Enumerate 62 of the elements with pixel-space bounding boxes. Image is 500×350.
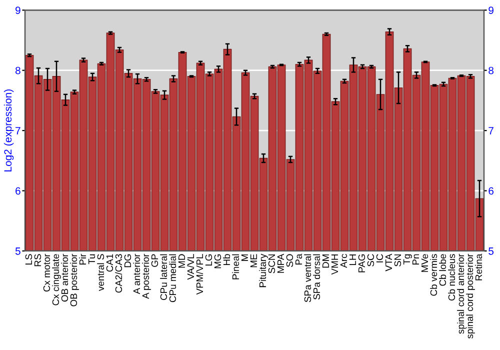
- x-tick-label: Tg: [403, 254, 412, 265]
- x-tick-label: M: [241, 254, 248, 261]
- x-tick-label: Cx cingulate: [52, 254, 61, 306]
- x-tick-label: LG: [205, 254, 212, 266]
- x-tick-label: Pineal: [232, 254, 240, 280]
- x-tick-label: VTA: [385, 254, 392, 272]
- y-tick-label: 6: [16, 187, 20, 195]
- x-tick-label: OB posterior: [70, 254, 79, 306]
- x-tick-label: CPu lateral: [160, 254, 168, 300]
- y-tick-label: 9: [16, 6, 20, 14]
- x-tick-label: Retina: [475, 254, 482, 280]
- x-tick-label: spinal cord posterior: [466, 254, 475, 338]
- y-tick-label: 8: [15, 66, 20, 74]
- x-tick-label: Cx motor: [43, 254, 50, 292]
- x-tick-label: CA2/CA3: [115, 254, 122, 293]
- x-tick-label: SPa ventral: [304, 254, 312, 302]
- x-tick-label: LS: [25, 254, 32, 265]
- x-tick-label: VPM/VPL: [196, 254, 204, 295]
- y-tick-label: 7: [16, 127, 20, 134]
- x-tick-label: CPu medial: [169, 254, 176, 302]
- x-tick-label: Pir: [79, 254, 86, 264]
- x-tick-label: Pituitary: [259, 254, 268, 288]
- x-tick-label: MVe: [421, 254, 428, 272]
- x-tick-label: Cb nucleus: [448, 254, 456, 300]
- x-tick-label: Pa: [295, 254, 302, 265]
- x-tick-label: spinal cord anterior: [457, 254, 466, 334]
- y2-tick-label: 8: [488, 66, 494, 74]
- x-tick-label: A posterior: [142, 254, 151, 299]
- x-tick-label: ventral S: [97, 254, 104, 291]
- y2-tick-label: 6: [488, 187, 494, 195]
- x-tick-label: GP: [151, 254, 158, 267]
- y2-tick-label: 9: [488, 6, 494, 14]
- x-tick-label: IC: [376, 254, 384, 262]
- x-tick-label: SPa dorsal: [313, 254, 320, 300]
- x-tick-label: A anterior: [133, 254, 140, 294]
- y-tick-label: 5: [15, 248, 20, 255]
- x-tick-label: MG: [214, 254, 222, 268]
- x-tick-label: DM: [322, 254, 329, 268]
- x-tick-label: SC: [367, 254, 374, 266]
- y2-tick-label: 5: [488, 248, 494, 255]
- x-tick-label: Cb lobe: [439, 254, 446, 286]
- x-tick-label: VA/VL: [187, 254, 194, 280]
- x-tick-label: VMH: [331, 254, 338, 275]
- x-tick-label: SN: [394, 254, 402, 266]
- x-tick-label: MD: [178, 254, 185, 268]
- y-axis-title: Log2 (expression): [4, 90, 14, 172]
- y2-tick-label: 7: [488, 127, 494, 134]
- x-tick-label: Tu: [88, 254, 96, 264]
- x-tick-label: Pn: [412, 254, 419, 265]
- x-tick-label: Cb vermis: [430, 254, 438, 296]
- x-tick-label: Hb: [223, 254, 230, 266]
- x-tick-label: ME: [250, 254, 257, 268]
- x-tick-label: MPA: [277, 254, 284, 273]
- x-tick-label: SCN: [268, 254, 276, 274]
- x-tick-label: LH: [349, 254, 356, 266]
- x-tick-label: OB anterior: [61, 254, 68, 302]
- x-tick-label: SO: [286, 254, 294, 267]
- x-tick-label: DG: [124, 254, 132, 268]
- x-tick-label: RS: [34, 254, 42, 266]
- x-tick-label: PAG: [358, 254, 366, 272]
- x-tick-label: Arc: [340, 254, 348, 268]
- x-tick-label: CA1: [106, 254, 114, 272]
